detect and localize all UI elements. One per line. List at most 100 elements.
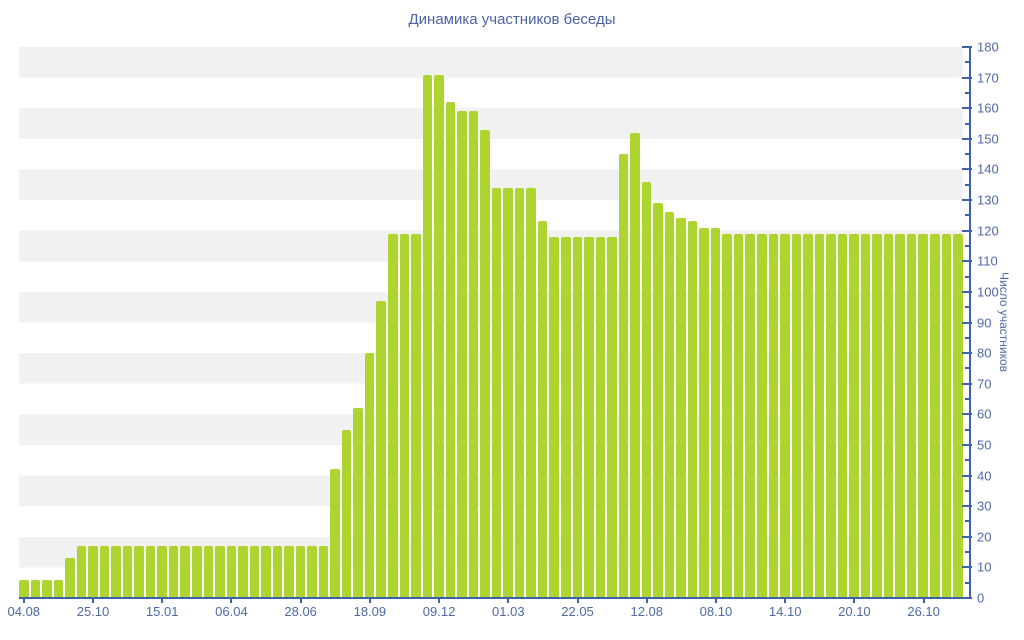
bar	[641, 181, 652, 598]
bar	[434, 74, 444, 598]
y-tick	[962, 352, 972, 355]
y-tick	[962, 535, 972, 538]
y-tick-label: 180	[977, 39, 999, 55]
y-tick	[965, 214, 971, 217]
y-tick	[965, 367, 971, 370]
y-tick	[965, 306, 971, 309]
y-tick	[962, 443, 972, 446]
y-tick	[965, 183, 971, 186]
bar	[468, 111, 479, 598]
x-tick-label: 01.03	[492, 604, 525, 619]
bar	[895, 233, 905, 598]
y-tick	[962, 382, 972, 385]
bar	[364, 353, 375, 598]
bar	[526, 187, 536, 598]
bar	[111, 545, 121, 598]
bar	[860, 233, 871, 598]
bar	[537, 221, 548, 598]
bar	[883, 233, 894, 598]
bar	[687, 221, 698, 598]
y-tick	[962, 260, 972, 263]
y-tick-label: 150	[977, 131, 999, 147]
y-tick	[962, 107, 972, 110]
y-tick-label: 0	[977, 590, 985, 606]
y-tick-label: 100	[977, 284, 999, 300]
y-tick	[962, 505, 972, 508]
bar	[272, 545, 283, 598]
bar	[53, 579, 64, 598]
bar	[953, 233, 963, 598]
bar	[929, 233, 940, 598]
y-tick	[965, 520, 971, 523]
y-tick	[962, 413, 972, 416]
bar	[284, 545, 294, 598]
x-tick	[576, 599, 579, 603]
bar	[745, 233, 755, 598]
x-tick-label: 18.09	[353, 604, 387, 619]
bar	[918, 233, 928, 598]
bar	[411, 233, 421, 598]
bar	[491, 187, 502, 598]
bar	[630, 132, 640, 598]
chart-title: Динамика участников беседы	[408, 11, 616, 28]
bar	[699, 227, 709, 598]
bar	[710, 227, 721, 598]
y-tick-label: 70	[977, 376, 992, 392]
bar	[318, 545, 329, 598]
x-tick-label: 04.08	[7, 604, 41, 619]
bar	[780, 233, 790, 598]
bar	[549, 236, 559, 598]
y-tick	[965, 459, 971, 462]
bar	[941, 233, 952, 598]
bar	[203, 545, 214, 598]
bar	[19, 579, 29, 598]
y-tick	[962, 321, 972, 324]
y-tick-label: 110	[977, 253, 998, 269]
bar	[803, 233, 813, 598]
x-tick	[714, 599, 717, 603]
bar	[168, 545, 179, 598]
bar	[99, 545, 110, 598]
bar	[560, 236, 571, 598]
y-tick-label: 60	[977, 406, 992, 422]
y-tick	[962, 566, 972, 569]
y-tick-label: 130	[977, 192, 999, 208]
bar	[422, 74, 433, 598]
bar	[295, 545, 306, 598]
bars-container	[19, 47, 963, 598]
bar	[157, 545, 167, 598]
bar	[215, 545, 225, 598]
y-tick	[965, 275, 971, 278]
y-tick	[962, 229, 972, 232]
bar	[607, 236, 617, 598]
y-tick	[965, 398, 971, 401]
bar	[584, 236, 594, 598]
bar	[145, 545, 156, 598]
bar	[837, 233, 848, 598]
bar	[514, 187, 525, 598]
bar	[872, 233, 882, 598]
y-tick	[962, 168, 972, 171]
bar	[353, 408, 363, 598]
bar	[814, 233, 825, 598]
x-tick-label: 26.10	[907, 604, 940, 619]
y-tick-label: 20	[977, 529, 992, 545]
bar	[88, 545, 98, 598]
x-tick-label: 20.10	[838, 604, 871, 619]
plot-area	[19, 47, 963, 598]
x-tick	[645, 599, 648, 603]
bar	[122, 545, 133, 598]
y-tick	[965, 91, 971, 94]
y-tick-label: 160	[977, 100, 999, 116]
x-tick	[853, 599, 856, 603]
y-tick-label: 40	[977, 468, 992, 484]
bar	[849, 233, 859, 598]
bar	[249, 545, 260, 598]
y-tick	[965, 336, 971, 339]
bar	[733, 233, 744, 598]
y-axis-title: Число участников	[997, 272, 1011, 373]
x-tick	[299, 599, 302, 603]
y-tick	[962, 290, 972, 293]
x-tick-label: 28.06	[284, 604, 317, 619]
